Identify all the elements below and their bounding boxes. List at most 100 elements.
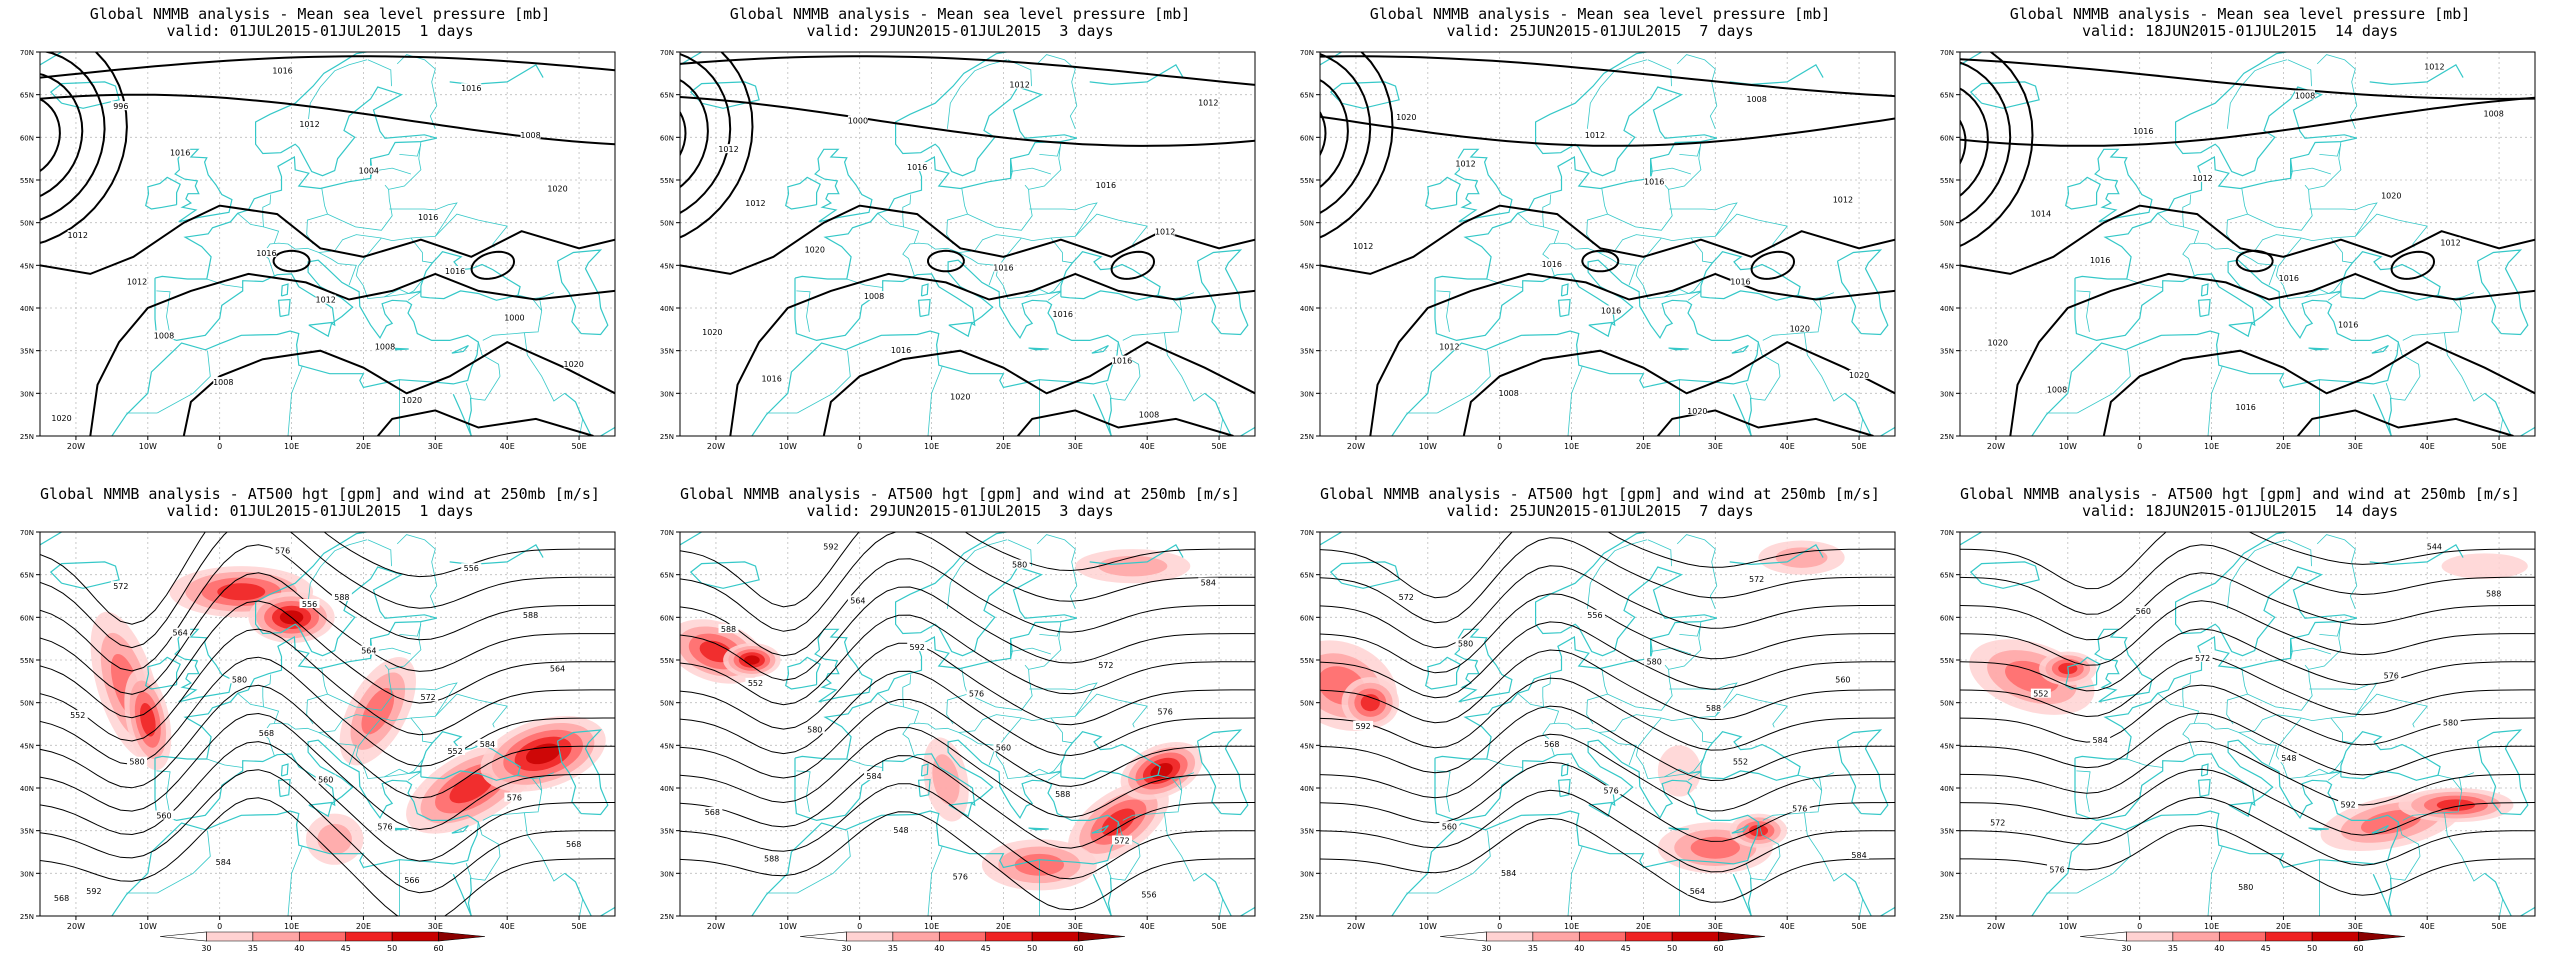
contour-label-bg bbox=[1601, 305, 1622, 315]
lon-tick-label: 0 bbox=[2137, 922, 2142, 931]
contour-line bbox=[1960, 628, 2535, 692]
contour-label: 592 bbox=[1355, 722, 1370, 731]
coastline bbox=[1204, 392, 1255, 436]
coastline bbox=[556, 729, 609, 816]
border-line bbox=[1598, 732, 1637, 766]
lat-tick-label: 50N bbox=[1940, 700, 1954, 708]
lon-tick-label: 0 bbox=[217, 922, 222, 931]
border-line bbox=[2385, 862, 2392, 879]
lat-tick-label: 70N bbox=[660, 49, 674, 57]
contour-label: 576 bbox=[2049, 865, 2064, 874]
border-line bbox=[2385, 382, 2392, 399]
colorbar-segment bbox=[2172, 931, 2220, 942]
border-line bbox=[902, 234, 1073, 276]
map-frame bbox=[1959, 51, 2536, 437]
contour-label: 568 bbox=[259, 729, 274, 738]
border-line bbox=[237, 692, 280, 724]
coastline bbox=[451, 824, 469, 834]
colorbar-segment bbox=[1718, 931, 1766, 942]
colorbar-tick-label: 40 bbox=[1574, 944, 1584, 953]
border-line bbox=[1704, 59, 1718, 129]
contour-label-bg bbox=[504, 792, 525, 802]
contour-line bbox=[1960, 204, 2535, 275]
lat-tick-label: 30N bbox=[1940, 870, 1954, 878]
contour-label: 1020 bbox=[1988, 339, 2008, 348]
lon-tick-label: 10E bbox=[284, 442, 299, 451]
coastline bbox=[556, 249, 609, 336]
lat-tick-label: 25N bbox=[660, 433, 674, 441]
border-line bbox=[1122, 294, 1183, 341]
contour-label-bg bbox=[2090, 255, 2111, 265]
contour-label-bg bbox=[864, 771, 885, 781]
border-line bbox=[367, 539, 392, 567]
border-line bbox=[424, 539, 438, 609]
contour-line bbox=[40, 52, 128, 244]
contour-label: 588 bbox=[523, 611, 538, 620]
lat-tick-label: 25N bbox=[20, 433, 34, 441]
border-line bbox=[1751, 821, 1781, 881]
contour-label-bg bbox=[820, 541, 841, 551]
contour-line bbox=[40, 797, 615, 916]
contour-label: 564 bbox=[550, 665, 565, 674]
lon-tick-label: 0 bbox=[1497, 442, 1502, 451]
colorbar-tick-label: 45 bbox=[1621, 944, 1631, 953]
border-line bbox=[2499, 418, 2504, 436]
coastline bbox=[1196, 249, 1249, 336]
contour-label: 560 bbox=[996, 743, 1011, 752]
contour-label-bg bbox=[1396, 591, 1417, 601]
border-line bbox=[1859, 898, 1864, 916]
lon-tick-label: 30E bbox=[1068, 442, 1083, 451]
contour-label: 580 bbox=[2238, 883, 2253, 892]
coastline bbox=[420, 251, 521, 301]
contour-label: 580 bbox=[807, 725, 822, 734]
border-line bbox=[2316, 534, 2345, 545]
contour-label: 1004 bbox=[359, 167, 379, 176]
lon-tick-label: 20E bbox=[1636, 922, 1651, 931]
contour-label: 572 bbox=[420, 693, 435, 702]
border-line bbox=[1647, 539, 1672, 567]
contour-label-bg bbox=[1353, 720, 1374, 730]
contour-line bbox=[2009, 272, 2535, 436]
border-line bbox=[2227, 539, 2288, 609]
contour-line bbox=[40, 532, 615, 625]
contour-line bbox=[1960, 656, 2535, 718]
contour-line bbox=[680, 586, 1255, 681]
border-line bbox=[2402, 294, 2463, 341]
contour-label-bg bbox=[1009, 559, 1030, 569]
contour-label-bg bbox=[1498, 387, 1519, 397]
contour-label: 576 bbox=[1603, 786, 1618, 795]
contour-label: 1008 bbox=[2295, 91, 2315, 100]
contour-label: 1016 bbox=[170, 149, 190, 158]
border-line bbox=[1039, 144, 1062, 157]
border-line bbox=[399, 144, 422, 157]
lon-tick-label: 10E bbox=[924, 922, 939, 931]
border-line bbox=[1542, 234, 1713, 276]
contour-label: 1020 bbox=[1687, 407, 1707, 416]
coastline bbox=[2308, 347, 2329, 351]
lat-tick-label: 35N bbox=[20, 828, 34, 836]
border-line bbox=[967, 184, 1033, 231]
panel-title: Global NMMB analysis - AT500 hgt [gpm] a… bbox=[1960, 485, 2520, 503]
wind-speed-shading bbox=[1150, 763, 1173, 779]
contour-label-bg bbox=[315, 294, 336, 304]
wind-speed-shading bbox=[1360, 694, 1380, 712]
border-line bbox=[2459, 292, 2475, 299]
border-line bbox=[1064, 539, 1078, 609]
border-line bbox=[206, 278, 243, 288]
contour-label-bg bbox=[1730, 756, 1751, 766]
contour-label: 1020 bbox=[51, 414, 71, 423]
contour-label-bg bbox=[2381, 670, 2402, 680]
contour-label-bg bbox=[804, 244, 825, 254]
contour-label-bg bbox=[547, 183, 568, 193]
contour-label: 572 bbox=[1399, 593, 1414, 602]
map-frame bbox=[1319, 531, 1896, 917]
contour-line bbox=[1657, 409, 1874, 436]
map-plot: 1014 1012 1016 1016 1020 1020 1016 1016 1008 1016… bbox=[1940, 49, 2536, 451]
coastline bbox=[308, 801, 333, 818]
border-line bbox=[318, 252, 357, 286]
contour-label: 1020 bbox=[547, 185, 567, 194]
border-line bbox=[424, 59, 438, 129]
contour-label-bg bbox=[1198, 97, 1219, 107]
lat-tick-label: 55N bbox=[660, 657, 674, 665]
colorbar-tick-label: 30 bbox=[1481, 944, 1491, 953]
